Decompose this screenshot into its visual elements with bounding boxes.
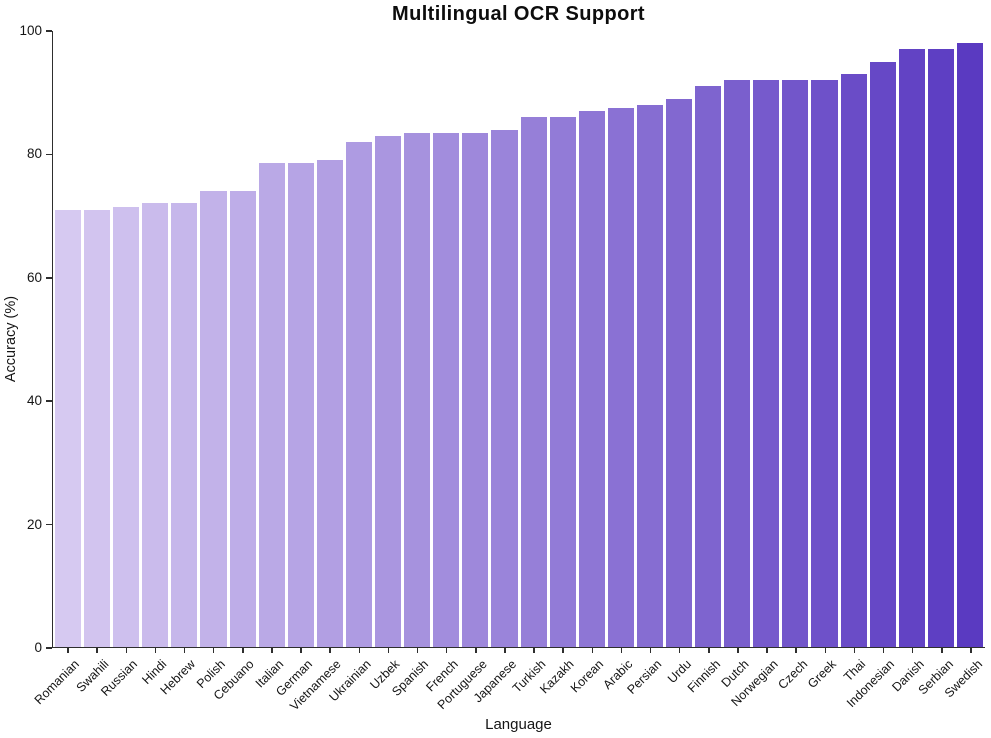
bar-kazakh (549, 117, 576, 647)
x-tick-mark-spanish (416, 647, 419, 653)
bar-danish (898, 49, 925, 647)
x-tick-mark-french (445, 647, 448, 653)
bar-dutch (724, 80, 751, 647)
bar-serbian (927, 49, 954, 647)
x-tick-mark-vietnamese (329, 647, 331, 653)
y-tick-label-40: 40 (26, 393, 42, 409)
y-tick-label-100: 100 (19, 23, 42, 38)
x-tick-mark-italian (271, 647, 273, 653)
x-tick-mark-ukrainian (358, 647, 361, 653)
bar-thai (840, 74, 867, 647)
bar-french (433, 132, 460, 647)
x-tick-mark-japanese (504, 647, 506, 653)
bar-cebuano (229, 191, 256, 647)
bar-russian (113, 206, 140, 647)
y-tick-mark-60 (46, 277, 52, 279)
x-tick-mark-urdu (678, 647, 681, 653)
y-tick-mark-0 (46, 647, 52, 649)
y-axis-label: Accuracy (%) (3, 295, 19, 383)
bar-spanish (404, 132, 431, 647)
bar-czech (782, 80, 809, 647)
x-tick-mark-german (300, 647, 302, 653)
x-tick-mark-greek (824, 647, 827, 653)
y-tick-mark-80 (46, 153, 52, 156)
x-tick-mark-swedish (970, 647, 972, 653)
bar-greek (811, 80, 838, 647)
x-tick-mark-portuguese (475, 647, 477, 653)
bar-hindi (142, 203, 169, 647)
bar-portuguese (462, 132, 489, 647)
bar-italian (258, 163, 285, 647)
bar-hebrew (171, 203, 198, 647)
x-tick-mark-korean (591, 647, 594, 653)
bar-arabic (607, 108, 634, 647)
y-tick-label-0: 0 (34, 640, 42, 655)
y-tick-mark-40 (46, 400, 52, 402)
bar-swedish (956, 43, 983, 647)
bar-ukrainian (345, 141, 373, 647)
y-tick-label-20: 20 (26, 516, 42, 532)
bar-persian (636, 104, 663, 647)
x-tick-mark-uzbek (387, 647, 390, 653)
x-tick-mark-arabic (620, 647, 623, 653)
y-tick-label-60: 60 (26, 269, 42, 285)
y-tick-mark-100 (46, 30, 52, 32)
x-tick-mark-persian (649, 647, 652, 653)
x-tick-mark-polish (212, 647, 215, 653)
x-tick-mark-kazakh (562, 647, 564, 653)
x-tick-mark-hebrew (183, 647, 186, 653)
x-tick-mark-cebuano (242, 647, 244, 653)
bar-norwegian (753, 80, 780, 647)
plot-area: Romanian Swahili Russian Hindi Hebrew Polish C… (32, 31, 985, 713)
y-tick-mark-20 (46, 523, 52, 526)
x-tick-mark-norwegian (766, 647, 768, 653)
x-tick-mark-indonesian (882, 647, 885, 653)
chart-title: Multilingual OCR Support (392, 3, 645, 25)
bar-turkish (520, 117, 547, 647)
bar-polish (200, 191, 227, 647)
x-tick-mark-danish (911, 647, 914, 653)
bar-romanian (55, 209, 82, 647)
x-tick-mark-romanian (67, 647, 69, 653)
x-tick-mark-hindi (154, 647, 157, 653)
y-tick-label-80: 80 (26, 146, 42, 162)
bar-japanese (491, 129, 518, 647)
x-tick-mark-dutch (737, 647, 739, 653)
bar-finnish (695, 86, 722, 647)
x-tick-mark-finnish (708, 647, 710, 653)
x-ticks-layer: Romanian Swahili Russian Hindi Hebrew Polish C… (32, 647, 985, 737)
bars-container (53, 31, 985, 647)
bar-indonesian (869, 61, 896, 647)
x-tick-mark-serbian (941, 647, 943, 653)
bar-urdu (665, 98, 693, 647)
x-tick-mark-czech (795, 647, 797, 653)
bar-german (287, 163, 314, 647)
bar-uzbek (375, 135, 402, 647)
x-axis-label: Language (485, 716, 552, 733)
x-tick-mark-turkish (533, 647, 535, 653)
x-tick-mark-thai (853, 647, 856, 653)
x-tick-mark-swahili (96, 647, 98, 653)
bar-korean (578, 111, 605, 647)
bar-vietnamese (316, 160, 343, 647)
x-tick-mark-russian (125, 647, 128, 653)
bar-swahili (84, 209, 111, 647)
